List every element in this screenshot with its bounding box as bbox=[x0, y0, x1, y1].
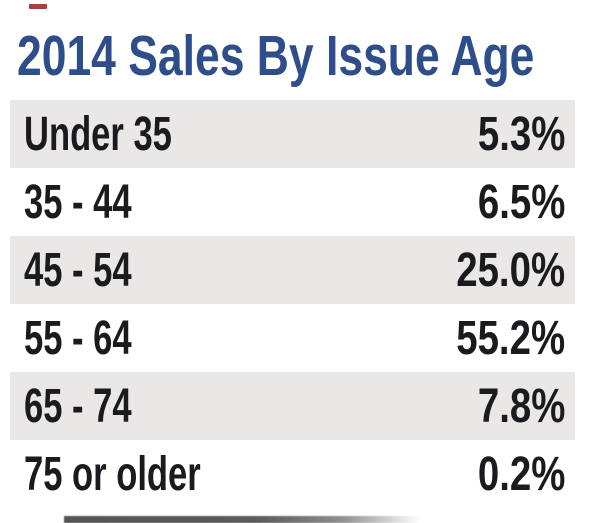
age-range-cell: 75 or older bbox=[24, 447, 269, 502]
table-row: 35 - 44 6.5% bbox=[10, 168, 575, 236]
age-range-text: 45 - 54 bbox=[24, 243, 132, 297]
sales-percentage-text: 7.8% bbox=[477, 379, 565, 433]
sales-percentage-cell: 7.8% bbox=[456, 379, 565, 434]
age-range-cell: 45 - 54 bbox=[24, 243, 173, 298]
age-range-cell: Under 35 bbox=[24, 107, 229, 162]
table-row: Under 35 5.3% bbox=[10, 100, 575, 168]
sales-percentage-cell: 5.3% bbox=[456, 107, 565, 162]
age-range-cell: 35 - 44 bbox=[24, 175, 173, 230]
table-row: 45 - 54 25.0% bbox=[10, 236, 575, 304]
sales-percentage-text: 6.5% bbox=[477, 175, 565, 229]
sales-percentage-cell: 6.5% bbox=[456, 175, 565, 230]
age-range-text: 55 - 64 bbox=[24, 311, 132, 365]
age-range-cell: 55 - 64 bbox=[24, 311, 173, 366]
age-range-text: 65 - 74 bbox=[24, 379, 132, 433]
age-range-text: 75 or older bbox=[24, 447, 201, 501]
table-row: 55 - 64 55.2% bbox=[10, 304, 575, 372]
cropped-content-edge bbox=[64, 516, 420, 523]
sales-by-issue-age-table: Under 35 5.3% 35 - 44 6.5% 45 - 54 25.0%… bbox=[10, 100, 575, 508]
table-row: 65 - 74 7.8% bbox=[10, 372, 575, 440]
sales-percentage-text: 5.3% bbox=[477, 107, 565, 161]
sales-percentage-cell: 55.2% bbox=[429, 311, 565, 366]
sales-percentage-text: 55.2% bbox=[456, 311, 565, 365]
red-dash-decoration bbox=[29, 4, 47, 9]
sales-percentage-cell: 25.0% bbox=[429, 243, 565, 298]
sales-percentage-cell: 0.2% bbox=[456, 447, 565, 502]
age-range-cell: 65 - 74 bbox=[24, 379, 173, 434]
sales-percentage-text: 25.0% bbox=[456, 243, 565, 297]
age-range-text: 35 - 44 bbox=[24, 175, 132, 229]
sales-percentage-text: 0.2% bbox=[477, 447, 565, 501]
page-title: 2014 Sales By Issue Age bbox=[17, 24, 535, 88]
age-range-text: Under 35 bbox=[24, 107, 172, 161]
table-row: 75 or older 0.2% bbox=[10, 440, 575, 508]
